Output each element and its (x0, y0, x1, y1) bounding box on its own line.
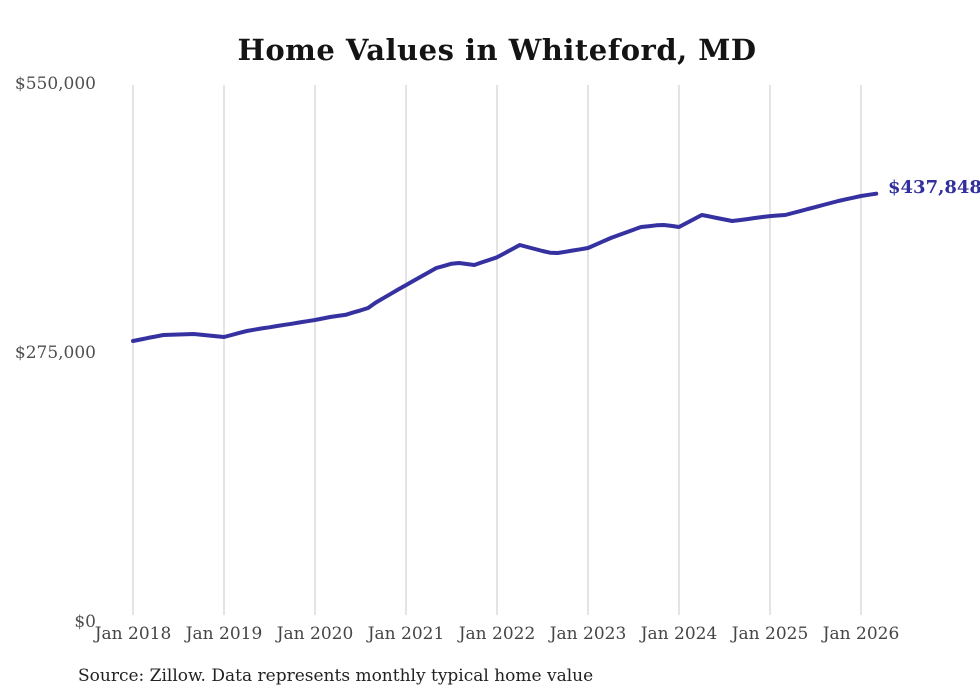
page-title: Home Values in Whiteford, MD (237, 33, 757, 67)
x-axis-tick-jan-2022: Jan 2022 (458, 624, 536, 644)
source-note: Source: Zillow. Data represents monthly … (78, 666, 594, 686)
x-axis-tick-jan-2019: Jan 2019 (185, 624, 263, 644)
x-axis-tick-jan-2026: Jan 2026 (822, 624, 900, 644)
home-value-line (131, 191, 879, 343)
current-value-label: $437,848 (888, 177, 980, 198)
y-axis-tick-275000: $275,000 (14, 343, 96, 363)
x-axis-tick-jan-2020: Jan 2020 (276, 624, 354, 644)
x-axis-tick-jan-2024: Jan 2024 (640, 624, 718, 644)
gridlines (132, 85, 862, 615)
x-axis-tick-jan-2018: Jan 2018 (94, 624, 172, 644)
x-axis-tick-jan-2025: Jan 2025 (731, 624, 809, 644)
x-axis-tick-jan-2023: Jan 2023 (549, 624, 627, 644)
y-axis-tick-550000: $550,000 (14, 74, 96, 94)
x-axis-tick-jan-2021: Jan 2021 (367, 624, 445, 644)
y-axis-tick-0: $0 (74, 612, 96, 632)
